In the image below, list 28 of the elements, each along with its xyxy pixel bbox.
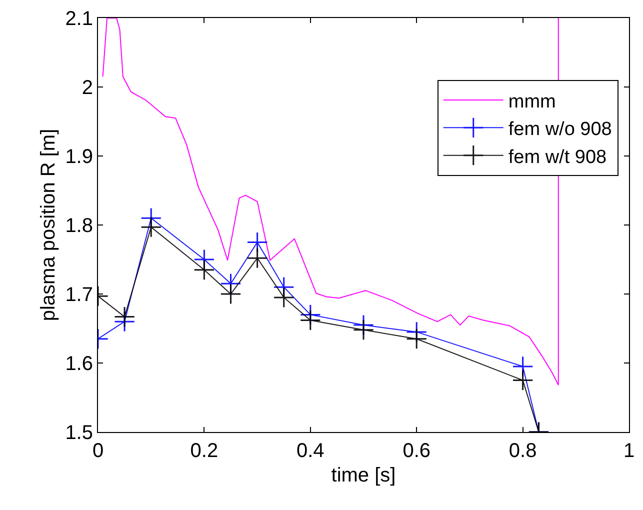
point bbox=[273, 286, 294, 308]
x-tick-label: 0 bbox=[92, 440, 104, 462]
legend-label: fem w/o 908 bbox=[508, 119, 612, 140]
y-tick-label: 1.5 bbox=[65, 422, 93, 444]
point bbox=[512, 370, 534, 391]
legend-label: mmm bbox=[508, 91, 556, 112]
y-tick-label: 1.9 bbox=[65, 146, 93, 168]
y-tick-label: 1.7 bbox=[65, 284, 93, 306]
y-tick-label: 2.1 bbox=[65, 8, 93, 30]
x-tick-label: 0.6 bbox=[402, 440, 431, 462]
point bbox=[406, 328, 428, 350]
y-tick-label: 1.6 bbox=[65, 353, 93, 375]
x-tick-label: 0.4 bbox=[296, 440, 324, 462]
point bbox=[114, 306, 136, 328]
point bbox=[220, 283, 242, 305]
y-tick-label: 2 bbox=[82, 77, 93, 99]
x-axis-title: time [s] bbox=[331, 464, 396, 486]
point bbox=[352, 319, 374, 340]
point bbox=[194, 259, 215, 280]
x-tick-label: 0.2 bbox=[190, 440, 218, 462]
point bbox=[246, 248, 268, 269]
point bbox=[140, 216, 162, 238]
y-axis-title: plasma position R [m] bbox=[38, 128, 60, 322]
legend-label: fem w/t 908 bbox=[508, 146, 607, 168]
x-tick-label: 0.8 bbox=[508, 440, 537, 462]
point bbox=[300, 310, 321, 331]
x-tick-label: 1 bbox=[623, 440, 635, 462]
y-tick-label: 1.8 bbox=[65, 215, 93, 237]
